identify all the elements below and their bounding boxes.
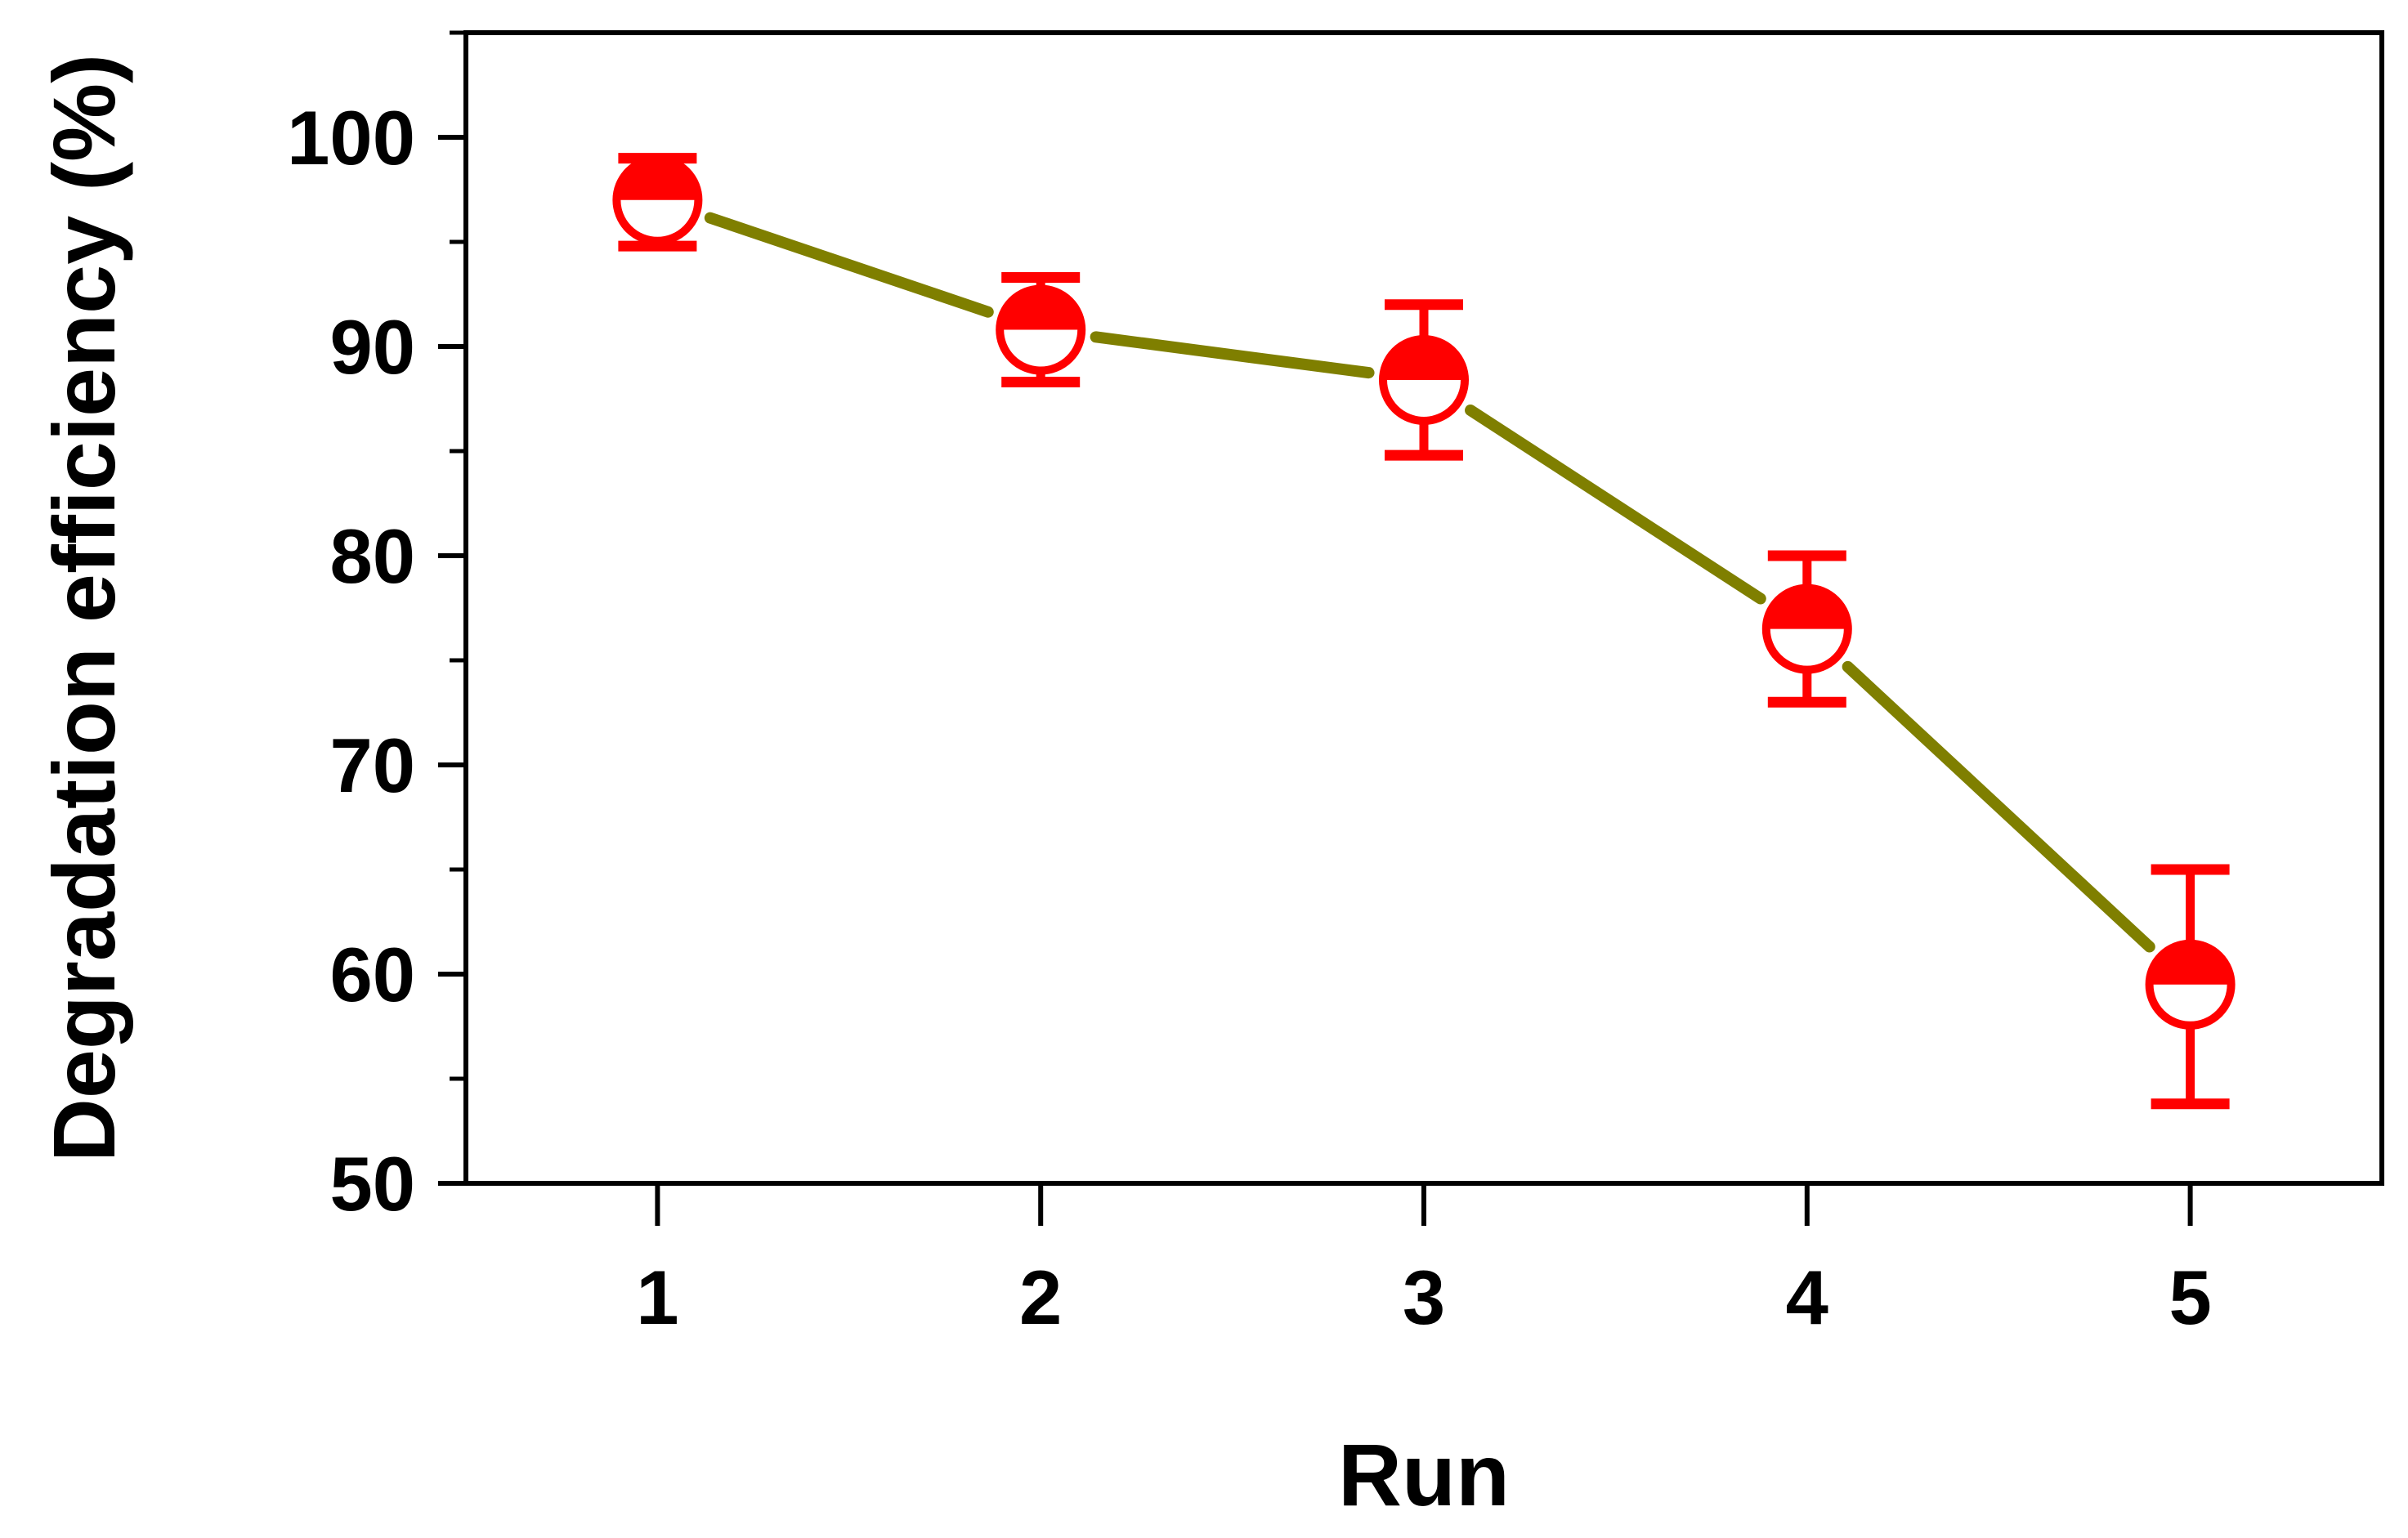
data-point — [1379, 334, 1469, 425]
data-point — [996, 284, 1086, 375]
series-line — [704, 212, 2155, 953]
y-tick-label: 90 — [329, 304, 415, 390]
x-tick-label: 1 — [636, 1254, 678, 1340]
x-axis-ticks — [655, 1183, 2193, 1226]
y-tick-label: 50 — [329, 1141, 415, 1227]
series-line-segment — [1090, 331, 1375, 379]
y-tick-label: 70 — [329, 722, 415, 808]
plot-frame — [463, 30, 2384, 1186]
x-tick-label: 3 — [1403, 1254, 1445, 1340]
x-tick-label: 4 — [1786, 1254, 1828, 1340]
y-tick-label: 100 — [287, 95, 415, 181]
x-tick-label: 5 — [2169, 1254, 2211, 1340]
series-line-segment — [704, 212, 994, 318]
error-bars — [618, 153, 2230, 1110]
series-line-segment — [1465, 405, 1766, 605]
x-axis-tick-labels: 1 2 3 4 5 — [636, 1254, 2211, 1340]
data-point — [612, 154, 703, 245]
data-point — [2145, 939, 2236, 1030]
data-point — [1761, 583, 1852, 674]
y-tick-label: 80 — [329, 513, 415, 599]
series-line-segment — [1842, 660, 2155, 953]
x-axis-label: Run — [1338, 1425, 1510, 1524]
y-axis-label: Degradation efficiency (%) — [34, 54, 133, 1162]
x-tick-label: 2 — [1019, 1254, 1062, 1340]
plot-area — [463, 30, 2384, 1186]
data-markers — [612, 154, 2236, 1030]
y-axis-tick-labels: 50 60 70 80 90 100 — [287, 95, 415, 1227]
y-axis-ticks — [438, 30, 466, 1186]
y-tick-label: 60 — [329, 932, 415, 1017]
